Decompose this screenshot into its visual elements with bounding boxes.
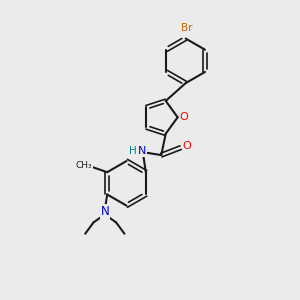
Text: O: O (180, 112, 189, 122)
Text: N: N (100, 205, 109, 218)
Text: O: O (183, 142, 191, 152)
Text: H: H (130, 146, 137, 156)
Text: CH₃: CH₃ (76, 161, 92, 170)
Text: N: N (138, 146, 147, 156)
Text: Br: Br (181, 23, 192, 33)
